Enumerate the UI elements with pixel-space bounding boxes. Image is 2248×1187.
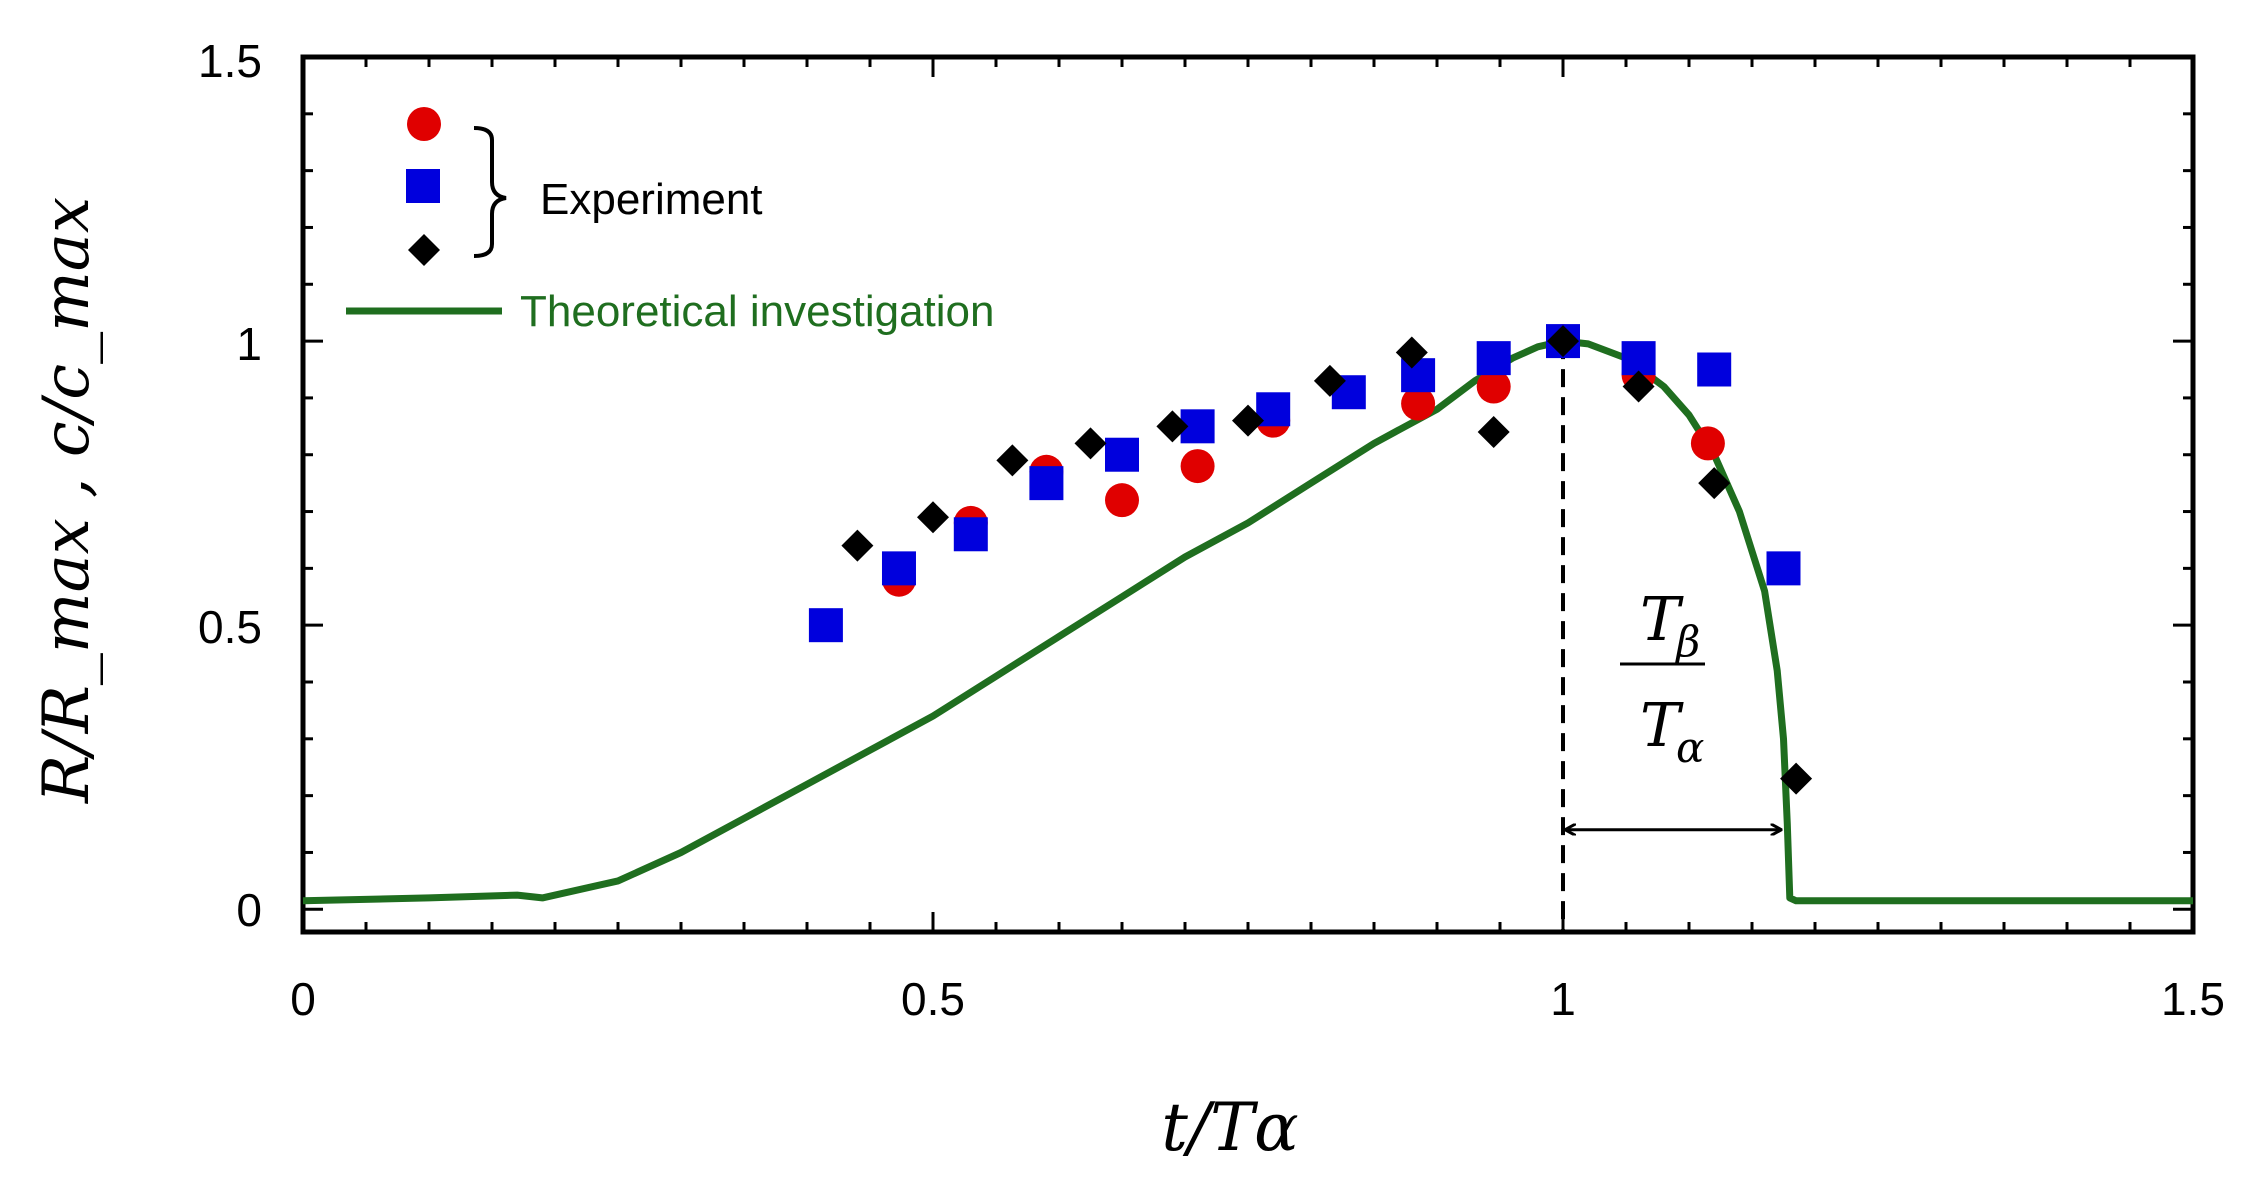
x-tick-label-1.5: 1.5 (2161, 973, 2225, 1025)
diamond-point (841, 529, 874, 562)
y-tick-labels: 0 0.5 1 1.5 (198, 35, 262, 936)
fraction-numerator-sub: β (1674, 617, 1700, 666)
square-point (808, 608, 843, 643)
y-axis-title: R/R_max , c/c_max (30, 197, 104, 804)
diamond-point (1622, 370, 1655, 403)
diamond-point (1156, 410, 1189, 443)
diamond-point (1547, 325, 1579, 358)
diamond-point (1074, 427, 1107, 460)
diamond-point (996, 444, 1029, 477)
diamond-point (1395, 336, 1428, 369)
fraction-annotation: T β T α (1620, 585, 1705, 772)
fraction-numerator: T (1640, 585, 1684, 655)
circle-point (1105, 483, 1139, 518)
square-point (953, 517, 988, 552)
diamond-point (1780, 762, 1813, 795)
diamond-point (1313, 364, 1346, 397)
legend-experiment-label: Experiment (540, 175, 763, 224)
x-tick-label-1: 1 (1550, 973, 1576, 1025)
axis-ticks (301, 55, 2195, 932)
diamond-point (1232, 404, 1264, 437)
diamond-point (1477, 416, 1510, 448)
diamond-point (1698, 467, 1731, 500)
legend-brace (473, 126, 507, 258)
y-tick-label-0: 0 (236, 884, 262, 936)
x-tick-labels: 0 0.5 1 1.5 (290, 973, 2225, 1025)
square-point (1029, 466, 1064, 501)
y-tick-label-1.5: 1.5 (198, 35, 262, 87)
circle-point (1690, 426, 1725, 461)
square-point (1476, 341, 1511, 376)
square-point (1697, 352, 1732, 387)
legend-square-marker (406, 169, 440, 203)
circle-point (1401, 386, 1436, 421)
legend-theory-label: Theoretical investigation (520, 287, 994, 336)
square-point (881, 551, 916, 586)
legend-diamond-marker (408, 234, 440, 266)
y-tick-label-0.5: 0.5 (198, 601, 262, 653)
square-point (1621, 341, 1656, 376)
circle-point (1476, 369, 1511, 404)
fraction-denominator: T (1640, 691, 1684, 761)
x-tick-label-0: 0 (290, 973, 316, 1025)
x-axis-title: t/Tα (1161, 1089, 1298, 1166)
square-point (1105, 437, 1139, 472)
experiment-points (808, 324, 1813, 795)
legend-circle-marker (407, 107, 441, 141)
x-tick-label-0.5: 0.5 (901, 973, 965, 1025)
y-tick-label-1: 1 (236, 318, 262, 370)
circle-point (1180, 449, 1215, 484)
legend: Experiment Theoretical investigation (346, 107, 994, 336)
square-point (1766, 551, 1801, 586)
square-point (1401, 358, 1436, 393)
fraction-denominator-sub: α (1676, 723, 1704, 772)
diamond-point (917, 501, 949, 534)
